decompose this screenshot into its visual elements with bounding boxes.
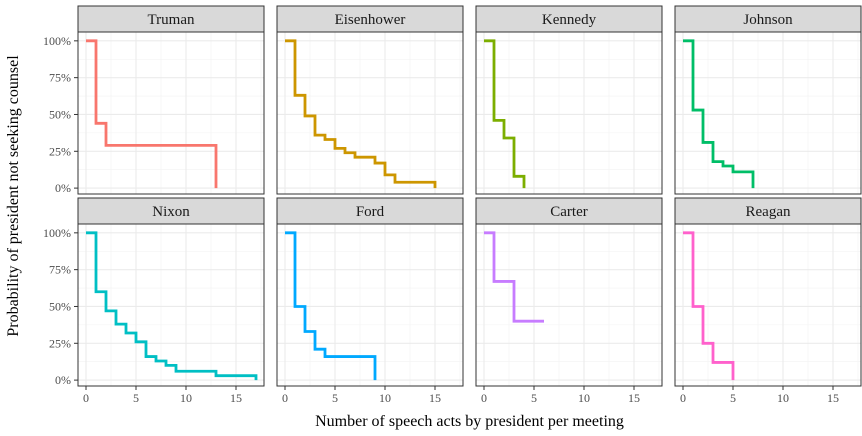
- x-tick-label: 10: [777, 391, 789, 405]
- facet-panel-reagan: Reagan 0 5 10 15: [674, 197, 862, 405]
- x-tick-label: 0: [282, 391, 288, 405]
- panel-border: [475, 223, 663, 387]
- facet-panel-johnson: Johnson: [674, 5, 862, 195]
- facet-label: Ford: [356, 204, 385, 220]
- facet-label: Truman: [148, 12, 195, 28]
- x-tick-label: 5: [133, 391, 139, 405]
- panel-border: [276, 31, 464, 195]
- x-tick-label: 15: [230, 391, 242, 405]
- series-line-nixon: [86, 231, 258, 381]
- y-tick-label: 25%: [49, 336, 71, 350]
- facet-panel-kennedy: Kennedy: [475, 5, 663, 195]
- series-line-kennedy: [484, 39, 526, 189]
- facet-strip: [77, 197, 265, 225]
- facet-label: Carter: [550, 204, 587, 220]
- x-axis-title: Number of speech acts by president per m…: [315, 413, 624, 430]
- y-tick-label: 100%: [43, 34, 71, 48]
- facet-strip: [674, 197, 862, 225]
- x-tick-label: 15: [628, 391, 640, 405]
- facet-label: Reagan: [746, 204, 791, 220]
- x-tick-label: 0: [481, 391, 487, 405]
- facet-panel-eisenhower: Eisenhower: [276, 5, 464, 195]
- series-line-eisenhower: [285, 39, 437, 189]
- y-tick-label: 0%: [55, 181, 71, 195]
- facet-strip: [276, 5, 464, 33]
- series-line-truman: [86, 39, 218, 189]
- x-tick-label: 15: [429, 391, 441, 405]
- y-axis-title: Probability of president not seeking cou…: [5, 55, 22, 337]
- y-tick-label: 25%: [49, 144, 71, 158]
- y-tick-label: 75%: [49, 71, 71, 85]
- y-tick-label: 100%: [43, 226, 71, 240]
- x-tick-label: 0: [83, 391, 89, 405]
- y-tick-label: 75%: [49, 263, 71, 277]
- y-tick-label: 50%: [49, 299, 71, 313]
- panel-border: [674, 31, 862, 195]
- facet-panel-nixon: Nixon 0 5 10 15 0% 25% 50% 75% 100%: [43, 197, 265, 405]
- x-tick-label: 15: [827, 391, 839, 405]
- panel-border: [475, 31, 663, 195]
- series-line-ford: [285, 231, 377, 381]
- x-tick-label: 5: [531, 391, 537, 405]
- facet-label: Eisenhower: [335, 12, 406, 28]
- panel-border: [276, 223, 464, 387]
- x-tick-label: 10: [379, 391, 391, 405]
- facet-label: Kennedy: [542, 12, 597, 28]
- x-tick-label: 0: [680, 391, 686, 405]
- facet-strip: [77, 5, 265, 33]
- panel-border: [674, 223, 862, 387]
- facet-strip: [475, 5, 663, 33]
- facet-strip: [674, 5, 862, 33]
- facet-panel-carter: Carter 0 5 10 15: [475, 197, 663, 405]
- x-tick-label: 10: [578, 391, 590, 405]
- y-tick-label: 50%: [49, 107, 71, 121]
- facet-panel-ford: Ford 0 5 10 15: [276, 197, 464, 405]
- facet-label: Johnson: [743, 12, 793, 28]
- y-tick-label: 0%: [55, 373, 71, 387]
- facet-panel-truman: Truman 0% 25% 50% 75% 100%: [43, 5, 265, 195]
- panel-border: [77, 31, 265, 195]
- x-tick-label: 5: [730, 391, 736, 405]
- series-line-carter: [484, 231, 544, 323]
- facet-label: Nixon: [152, 204, 190, 220]
- series-line-johnson: [683, 39, 755, 189]
- series-line-reagan: [683, 231, 735, 381]
- x-tick-label: 10: [180, 391, 192, 405]
- x-tick-label: 5: [332, 391, 338, 405]
- panel-border: [77, 223, 265, 387]
